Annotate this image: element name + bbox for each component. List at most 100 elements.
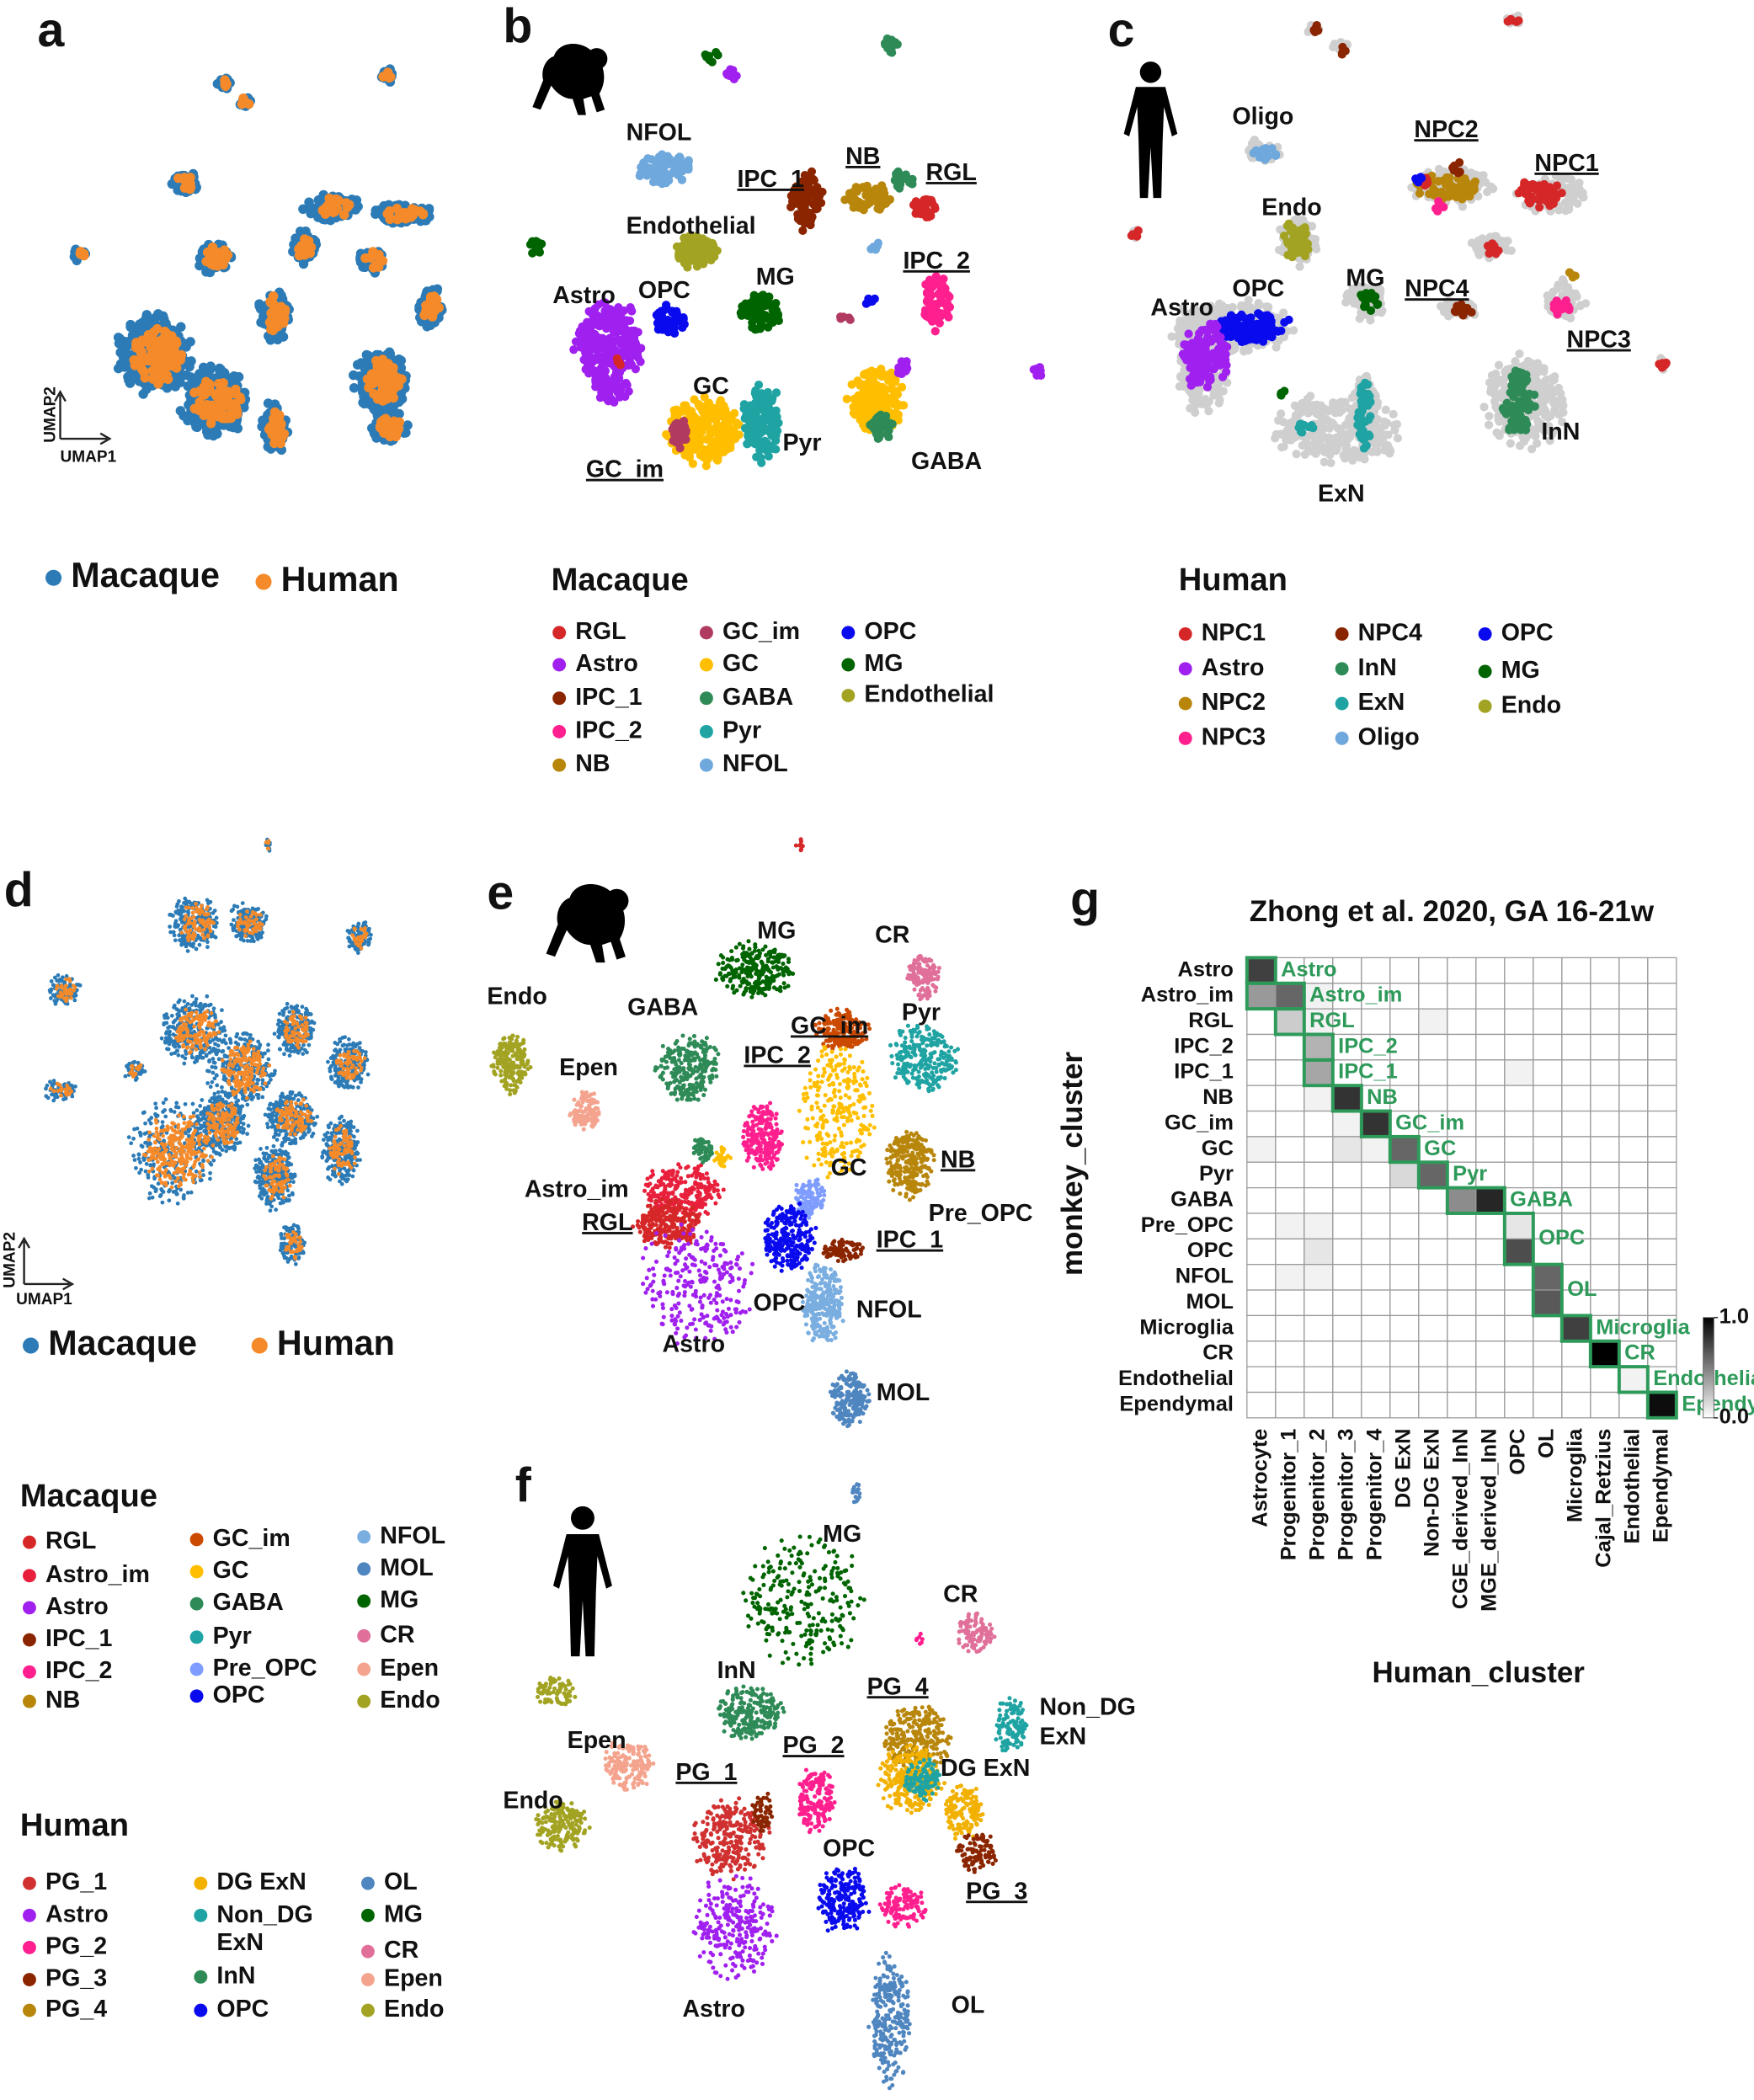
cell-dot — [217, 1037, 222, 1042]
cell-dot — [383, 383, 393, 393]
cell-dot — [303, 1039, 308, 1043]
cell-dot — [280, 1143, 284, 1148]
umap-axes — [18, 1236, 75, 1291]
cell-dot — [197, 1023, 202, 1028]
cell-dot — [142, 1132, 147, 1136]
cell-dot — [270, 426, 281, 436]
cell-dot — [220, 1049, 225, 1054]
cell-dot — [177, 1044, 181, 1048]
cell-dot — [273, 1069, 277, 1074]
axis-label: UMAP2 — [41, 386, 59, 443]
cell-dot — [179, 1018, 184, 1023]
cell-dot — [298, 204, 308, 215]
cell-dot — [137, 335, 147, 345]
cell-dot — [190, 910, 195, 915]
cell-dot — [259, 1159, 264, 1165]
cell-dot — [153, 1101, 158, 1106]
cell-dot — [154, 1106, 158, 1111]
cell-dot — [260, 1078, 265, 1083]
cell-dot — [223, 1093, 228, 1098]
cell-dot — [280, 1200, 285, 1205]
cell-dot — [191, 941, 196, 946]
cell-dot — [197, 942, 202, 947]
cell-dot — [171, 1020, 176, 1025]
cell-dot — [227, 1046, 231, 1050]
umap-plot — [44, 837, 373, 1266]
cell-dot — [162, 383, 173, 393]
cell-dot — [200, 932, 205, 937]
cell-dot — [190, 994, 195, 999]
cell-dot — [177, 898, 181, 903]
cell-dot — [409, 205, 420, 216]
cell-dot — [229, 922, 234, 927]
cell-dot — [369, 932, 373, 937]
cell-dot — [65, 995, 69, 1000]
cell-dot — [259, 922, 264, 927]
cell-dot — [215, 1142, 220, 1147]
cell-dot — [301, 1042, 306, 1047]
cell-dot — [345, 1177, 350, 1181]
cell-dot — [253, 1163, 259, 1168]
cell-dot — [142, 1110, 147, 1115]
cell-dot — [278, 332, 289, 342]
cell-dot — [285, 1137, 291, 1142]
cell-dot — [183, 415, 193, 426]
macaque-silhouette — [546, 884, 629, 963]
cell-dot — [304, 1006, 308, 1011]
cell-dot — [287, 1053, 292, 1058]
cell-dot — [254, 917, 259, 922]
cell-dot — [190, 906, 195, 910]
cell-dot — [327, 1125, 331, 1130]
cell-dot — [182, 901, 186, 905]
cell-dot — [176, 349, 187, 360]
cell-dot — [269, 1204, 275, 1209]
cell-dot — [228, 376, 238, 386]
cell-dot — [269, 1149, 275, 1154]
cell-dot — [271, 1143, 276, 1149]
cell-dot — [138, 366, 149, 377]
cell-dot — [235, 1031, 240, 1037]
cell-dot — [240, 901, 245, 905]
cell-dot — [181, 1195, 186, 1200]
cell-dot — [159, 1186, 164, 1191]
cell-dot — [199, 1111, 204, 1117]
cell-dot — [210, 1079, 215, 1085]
cell-dot — [338, 1081, 343, 1086]
cell-dot — [199, 1029, 204, 1034]
cell-dot — [131, 1154, 136, 1158]
cell-dot — [205, 361, 216, 371]
cell-dot — [291, 1140, 296, 1145]
cell-dot — [181, 1021, 186, 1026]
cell-dot — [206, 1003, 211, 1008]
cell-dot — [239, 1125, 244, 1130]
cell-dot — [425, 320, 435, 331]
cell-dot — [350, 1174, 355, 1179]
cell-dot — [289, 1091, 294, 1096]
cell-dot — [261, 1151, 266, 1156]
cell-dot — [210, 1096, 215, 1101]
cell-dot — [324, 1152, 329, 1156]
cell-dot — [48, 1079, 52, 1085]
cell-dot — [235, 1103, 240, 1107]
cell-dot — [77, 983, 83, 988]
cell-dot — [179, 1187, 184, 1192]
cell-dot — [309, 1019, 314, 1024]
cell-dot — [394, 209, 405, 220]
cell-dot — [220, 1008, 224, 1013]
cell-dot — [174, 374, 185, 385]
cell-dot — [208, 929, 213, 934]
cell-dot — [222, 1028, 227, 1033]
cell-dot — [277, 1011, 282, 1016]
cell-dot — [214, 1073, 219, 1078]
cell-dot — [213, 1015, 218, 1020]
cell-dot — [148, 1163, 153, 1167]
cell-dot — [256, 1095, 261, 1101]
panel-letter: c — [1108, 3, 1135, 57]
cell-dot — [242, 98, 253, 109]
cell-dot — [174, 1007, 179, 1011]
cell-dot — [258, 1042, 263, 1047]
cell-dot — [393, 373, 403, 383]
cell-dot — [198, 1001, 203, 1006]
cell-dot — [285, 1047, 289, 1053]
